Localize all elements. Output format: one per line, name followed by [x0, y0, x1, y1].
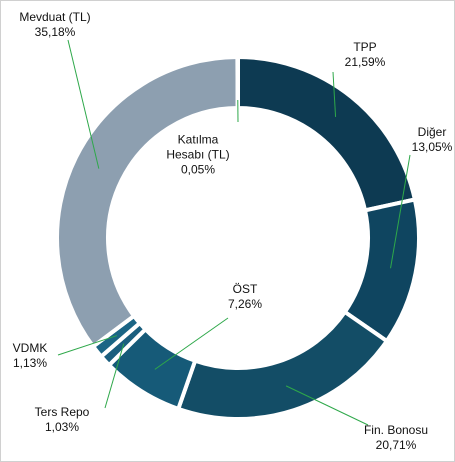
value-label: 1,13% — [12, 356, 48, 370]
leader-line — [332, 71, 337, 117]
category-name: TPP — [353, 40, 377, 54]
slice — [236, 54, 418, 213]
value-label: 20,71% — [375, 438, 417, 452]
value-label: 21,59% — [344, 55, 386, 69]
leader-line — [67, 39, 100, 169]
category-name: Mevduat (TL) — [19, 10, 91, 24]
slice — [175, 309, 390, 421]
slice-label: VDMK 1,13% — [13, 341, 48, 371]
value-label: 7,26% — [227, 297, 263, 311]
category-name: ÖST — [232, 282, 258, 296]
category-name: Ters Repo — [34, 405, 90, 419]
category-name: Katılma Hesabı (TL) — [166, 132, 230, 162]
slice-label: Mevduat (TL) 35,18% — [19, 10, 90, 40]
slice — [55, 54, 240, 350]
leader-line — [104, 343, 125, 409]
leader-line — [154, 317, 229, 370]
category-name: VDMK — [12, 341, 48, 355]
value-label: 1,03% — [44, 420, 80, 434]
leader-line — [390, 154, 411, 269]
leader-line — [285, 385, 369, 426]
value-label: 0,05% — [180, 162, 216, 177]
value-label: 13,05% — [411, 140, 453, 154]
slice-label: Ters Repo 1,03% — [35, 405, 90, 435]
leader-line — [57, 335, 118, 356]
slice-label: Diğer 13,05% — [412, 125, 453, 155]
slice-label: Fin. Bonosu 20,71% — [364, 423, 428, 453]
category-name: Fin. Bonosu — [363, 423, 429, 437]
slice-label: ÖST 7,26% — [228, 282, 262, 312]
category-name: Diğer — [417, 125, 447, 139]
value-label: 35,18% — [34, 25, 76, 39]
slice-label: TPP 21,59% — [345, 40, 386, 70]
slice-label: Katılma Hesabı (TL) 0,05% — [158, 133, 238, 178]
